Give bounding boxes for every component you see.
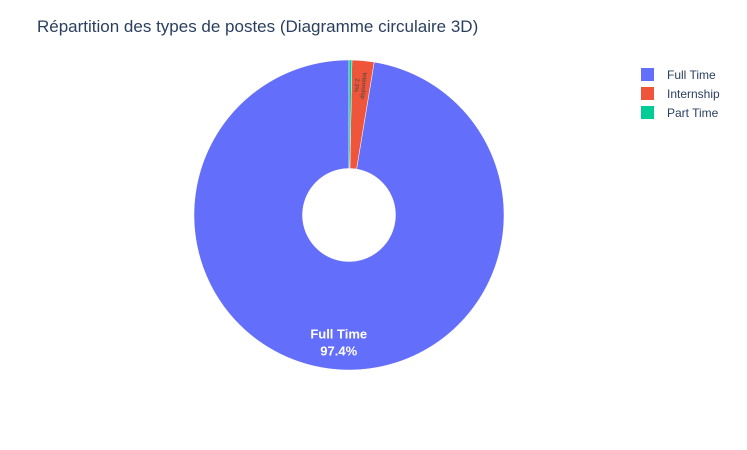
legend-label: Full Time <box>667 68 716 82</box>
legend-swatch <box>641 87 654 100</box>
legend-item-internship[interactable]: Internship <box>641 87 720 101</box>
legend-swatch <box>641 68 654 81</box>
slice-label-internship: Internship <box>359 72 367 99</box>
slice-percent-internship: 2.3% <box>352 78 359 93</box>
slice-percent-full-time: 97.4% <box>320 343 357 358</box>
legend: Full Time Internship Part Time <box>641 68 720 120</box>
legend-label: Part Time <box>667 106 719 120</box>
legend-item-full-time[interactable]: Full Time <box>641 68 716 82</box>
slice-full-time[interactable] <box>193 59 505 371</box>
chart-title: Répartition des types de postes (Diagram… <box>37 17 478 36</box>
legend-label: Internship <box>667 87 720 101</box>
slice-part-time[interactable] <box>348 59 353 169</box>
legend-item-part-time[interactable]: Part Time <box>641 106 719 120</box>
slice-label-full-time: Full Time <box>310 326 367 341</box>
legend-swatch <box>641 106 654 119</box>
slices-layer <box>193 59 505 371</box>
